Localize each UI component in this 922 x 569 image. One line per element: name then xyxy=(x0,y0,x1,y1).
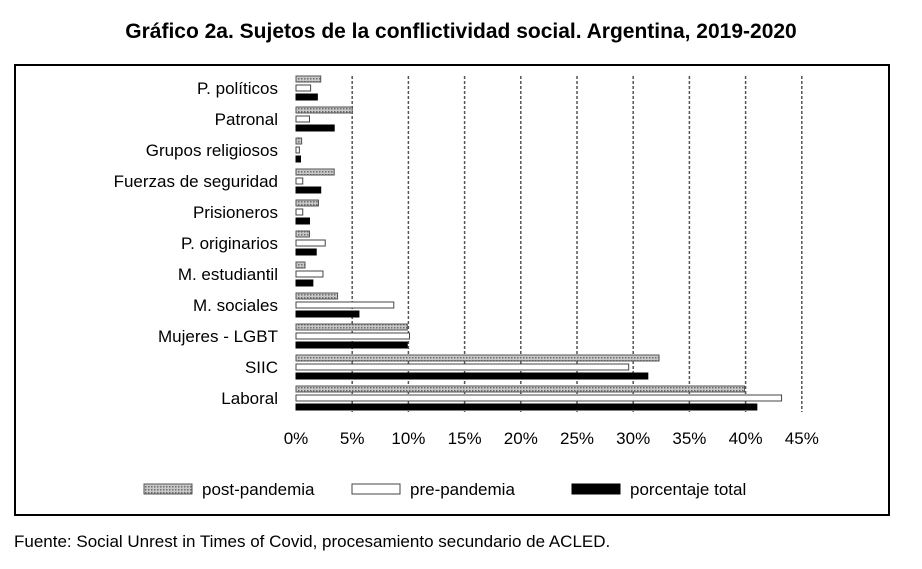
legend-label: porcentaje total xyxy=(630,480,746,499)
category-label: P. políticos xyxy=(197,79,278,98)
x-tick-label: 35% xyxy=(672,429,706,448)
bar-post-pandemia xyxy=(295,323,408,331)
legend-swatch xyxy=(143,483,193,495)
bar-post-pandemia xyxy=(295,354,660,362)
category-label: Fuerzas de seguridad xyxy=(114,172,278,191)
bar-pre-pandemia xyxy=(295,146,300,154)
category-label: M. sociales xyxy=(193,296,278,315)
legend-label: pre-pandemia xyxy=(410,480,515,499)
bar-post-pandemia xyxy=(295,75,322,83)
x-tick-label: 20% xyxy=(504,429,538,448)
bar-porcentaje-total xyxy=(295,93,318,101)
category-label: Laboral xyxy=(221,389,278,408)
category-label: Grupos religiosos xyxy=(146,141,278,160)
bar-porcentaje-total xyxy=(295,279,314,287)
bar-porcentaje-total xyxy=(295,186,322,194)
legend-swatch xyxy=(351,483,401,495)
bar-pre-pandemia xyxy=(295,394,783,402)
x-tick-label: 25% xyxy=(560,429,594,448)
category-label: SIIC xyxy=(245,358,278,377)
category-label: Patronal xyxy=(215,110,278,129)
bar-porcentaje-total xyxy=(295,403,758,411)
bar-pre-pandemia xyxy=(295,208,304,216)
bar-porcentaje-total xyxy=(295,372,649,380)
bar-post-pandemia xyxy=(295,292,339,300)
legend-swatch xyxy=(571,483,621,495)
bar-pre-pandemia xyxy=(295,239,326,247)
category-label: P. originarios xyxy=(181,234,278,253)
bar-porcentaje-total xyxy=(295,341,408,349)
bar-post-pandemia xyxy=(295,137,303,145)
bar-pre-pandemia xyxy=(295,301,395,309)
bar-post-pandemia xyxy=(295,261,306,269)
bar-pre-pandemia xyxy=(295,270,324,278)
bar-pre-pandemia xyxy=(295,363,630,371)
bar-chart: P. políticos Patronal Grupos religiosos Fue… xyxy=(114,75,819,499)
x-tick-label: 5% xyxy=(340,429,365,448)
x-tick-label: 10% xyxy=(391,429,425,448)
bar-pre-pandemia xyxy=(295,332,411,340)
category-label: M. estudiantil xyxy=(178,265,278,284)
x-tick-label: 15% xyxy=(448,429,482,448)
x-tick-label: 45% xyxy=(785,429,819,448)
x-tick-label: 30% xyxy=(616,429,650,448)
category-label: Prisioneros xyxy=(193,203,278,222)
bar-pre-pandemia xyxy=(295,177,304,185)
category-label: Mujeres - LGBT xyxy=(158,327,278,346)
bar-porcentaje-total xyxy=(295,124,335,132)
x-tick-label: 40% xyxy=(729,429,763,448)
bar-porcentaje-total xyxy=(295,310,360,318)
bar-porcentaje-total xyxy=(295,155,301,163)
chart-source: Fuente: Social Unrest in Times of Covid,… xyxy=(14,532,611,551)
bar-pre-pandemia xyxy=(295,115,310,123)
bar-post-pandemia xyxy=(295,106,353,114)
chart-frame: P. políticos Patronal Grupos religiosos Fue… xyxy=(14,64,890,516)
chart-title: Gráfico 2a. Sujetos de la conflictividad… xyxy=(125,20,797,43)
bar-post-pandemia xyxy=(295,199,319,207)
bar-porcentaje-total xyxy=(295,217,310,225)
legend-label: post-pandemia xyxy=(202,480,315,499)
bar-post-pandemia xyxy=(295,385,745,393)
bar-post-pandemia xyxy=(295,230,310,238)
bar-post-pandemia xyxy=(295,168,335,176)
bar-porcentaje-total xyxy=(295,248,317,256)
bar-pre-pandemia xyxy=(295,84,312,92)
x-tick-label: 0% xyxy=(284,429,309,448)
